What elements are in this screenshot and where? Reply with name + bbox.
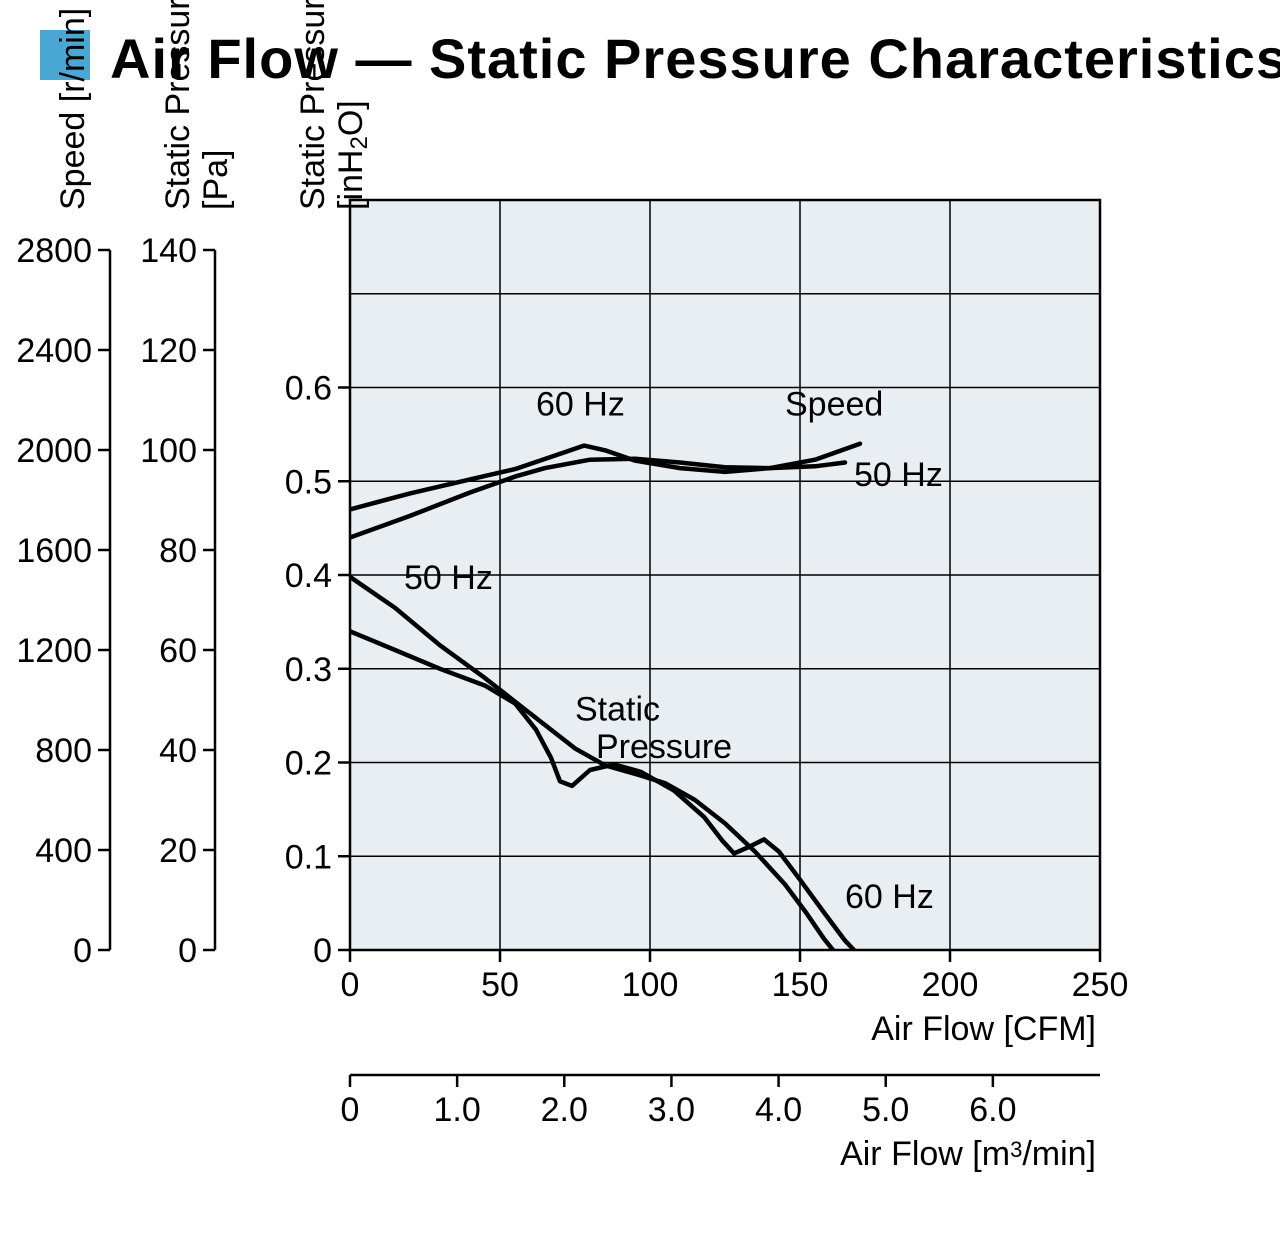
x-m3min-tick-label: 1.0 [434,1091,481,1129]
y-pa-tick-label: 20 [159,832,197,870]
y-pa-tick-label: 80 [159,532,197,570]
chart-svg: Air Flow — Static Pressure Characteristi… [0,0,1280,1255]
y-pa-tick-label: 100 [140,432,197,470]
x-cfm-tick-label: 150 [772,966,829,1004]
y-rpm-tick-label: 2000 [16,432,92,470]
label-speed: Speed [785,386,883,424]
y-rpm-tick-label: 1600 [16,532,92,570]
y-axis-pa-unit: [Pa] [197,150,235,210]
y-inh2o-tick-label: 0.2 [285,745,332,783]
x-axis-m3min-label: Air Flow [m3/min] [840,1135,1096,1173]
y-rpm-tick-label: 1200 [16,632,92,670]
label-speed-50hz: 50 Hz [854,456,943,494]
y-rpm-tick-label: 800 [35,732,92,770]
x-axis-cfm-label: Air Flow [CFM] [871,1010,1096,1048]
x-cfm-tick-label: 250 [1072,966,1129,1004]
y-pa-tick-label: 140 [140,232,197,270]
label-speed-60hz: 60 Hz [536,386,625,424]
x-axis-cfm: 0 50 100 150 200 250 Air Flow [CFM] [341,950,1129,1048]
chart-title: Air Flow — Static Pressure Characteristi… [110,27,1280,90]
y-axis-speed-label: Speed [r/min] [54,8,92,210]
y-rpm-tick-label: 2800 [16,232,92,270]
y-rpm-tick-label: 400 [35,832,92,870]
y-pa-tick-label: 120 [140,332,197,370]
x-m3min-tick-label: 3.0 [648,1091,695,1129]
x-m3min-tick-label: 6.0 [969,1091,1016,1129]
y-inh2o-tick-label: 0.3 [285,651,332,689]
y-axis-inh2o-label: Static Pressure [294,0,332,210]
x-m3min-tick-label: 4.0 [755,1091,802,1129]
label-pressure: Pressure [596,728,732,766]
label-static: Static [575,690,660,728]
x-m3min-tick-label: 5.0 [862,1091,909,1129]
y-axis-pa-label: Static Pressure [159,0,197,210]
x-m3min-tick-label: 2.0 [541,1091,588,1129]
x-m3min-tick-label: 0 [341,1091,360,1129]
y-inh2o-tick-label: 0.1 [285,838,332,876]
x-cfm-tick-label: 100 [622,966,679,1004]
label-pressure-50hz: 50 Hz [404,559,493,597]
y-rpm-tick-label: 2400 [16,332,92,370]
y-axis-inh2o-unit: [inH2O] [332,100,373,210]
label-pressure-60hz: 60 Hz [845,878,934,916]
x-cfm-tick-label: 0 [341,966,360,1004]
y-pa-tick-label: 40 [159,732,197,770]
x-axis-m3min: 0 1.0 2.0 3.0 4.0 5.0 6.0 Air Flow [m3/min] [341,1075,1100,1173]
x-cfm-tick-label: 200 [922,966,979,1004]
y-rpm-tick-label: 0 [73,932,92,970]
x-cfm-tick-label: 50 [481,966,519,1004]
y-inh2o-tick-label: 0.5 [285,463,332,501]
chart-container: Air Flow — Static Pressure Characteristi… [0,0,1280,1255]
y-inh2o-tick-label: 0.6 [285,370,332,408]
y-pa-tick-label: 0 [178,932,197,970]
y-inh2o-tick-label: 0 [313,932,332,970]
y-axis-pa: 0 20 40 60 80 100 120 140 Static Pressure[Pa] [140,0,235,970]
y-pa-tick-label: 60 [159,632,197,670]
y-axis-speed: 0 400 800 1200 1600 2000 2400 2800 Speed [r/min] [16,8,110,970]
y-inh2o-tick-label: 0.4 [285,557,332,595]
